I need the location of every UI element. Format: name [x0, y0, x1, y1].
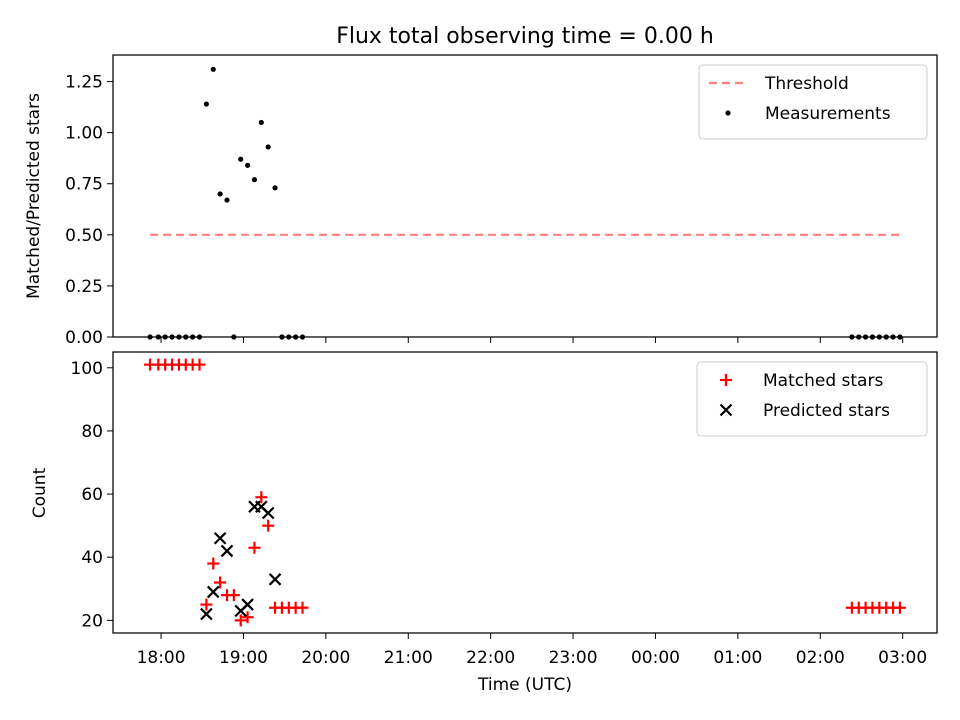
- measurements-point: [244, 162, 251, 168]
- matched-stars-point: [200, 598, 213, 611]
- matched-stars-point: [241, 611, 254, 624]
- y-tick-label: 0.50: [65, 226, 103, 246]
- legend-swatch-measurements: [725, 110, 731, 116]
- measurements-point: [210, 66, 216, 72]
- legend-swatch-matched-stars: [720, 374, 732, 386]
- ratio-axes: 0.00 0.25 0.50 0.75 1.00 1.25 Matched/Predict…: [24, 54, 938, 348]
- x-tick-label: 19:00: [219, 648, 268, 668]
- measurements-point: [272, 185, 278, 191]
- x-tick-label: 00:00: [631, 648, 680, 668]
- y-tick-label: 0.75: [65, 175, 103, 195]
- count-axes: 20 40 60 80 100 18:00 19:00 20:00 21:00 22:00 23:…: [30, 351, 938, 695]
- count-legend: Matched stars Predicted stars: [696, 361, 928, 437]
- matched-stars-point: [296, 601, 309, 614]
- predicted-stars-point-b: [255, 500, 268, 513]
- ratio-y-axis-label: Matched/Predicted stars: [24, 93, 44, 299]
- x-tick-label: 02:00: [796, 648, 845, 668]
- x-tick-label: 20:00: [301, 648, 350, 668]
- matched-stars-point: [255, 491, 268, 504]
- count-y-ticks: 20 40 60 80 100: [71, 359, 113, 631]
- legend-box: [698, 64, 928, 140]
- measurements-point: [265, 144, 271, 150]
- measurements-point: [258, 119, 264, 126]
- measurements-point: [238, 156, 244, 162]
- y-tick-label: 80: [81, 422, 103, 442]
- measurements-point: [251, 177, 258, 183]
- legend-label: Predicted stars: [763, 401, 890, 421]
- ratio-legend: Threshold Measurements: [698, 64, 928, 140]
- x-tick-label: 01:00: [713, 648, 762, 668]
- matched-stars-point: [214, 576, 227, 589]
- predicted-stars-point-b: [206, 585, 220, 599]
- x-tick-label: 03:00: [878, 648, 927, 668]
- predicted-stars-point-b: [213, 532, 227, 545]
- predicted-stars-point-b: [261, 506, 275, 520]
- legend-swatch-predicted-stars: [719, 403, 733, 417]
- y-tick-label: 40: [81, 548, 103, 568]
- count-x-ticks: 18:00 19:00 20:00 21:00 22:00 23:00 00:00 01:00…: [137, 633, 927, 668]
- x-axis-label: Time (UTC): [477, 675, 572, 695]
- predicted-stars-point-b: [268, 573, 282, 586]
- predicted-stars-point-b: [241, 598, 254, 611]
- ratio-axes-frame: [112, 54, 938, 338]
- x-tick-label: 22:00: [466, 648, 515, 668]
- measurements-point: [217, 191, 223, 197]
- count-y-axis-label: Count: [30, 467, 50, 518]
- chart-title: Flux total observing time = 0.00 h: [336, 24, 714, 49]
- legend-label: Matched stars: [763, 371, 883, 391]
- matched-stars-point: [193, 358, 206, 371]
- matched-stars-point: [234, 614, 247, 627]
- legend-swatch-predicted-stars-b: [719, 403, 733, 417]
- predicted-stars-point: [241, 598, 254, 611]
- count-axes-frame: [112, 351, 938, 634]
- y-tick-label: 0.00: [65, 328, 103, 348]
- matched-stars-point: [893, 601, 906, 614]
- ratio-x-ticks: [160, 337, 904, 343]
- x-tick-label: 23:00: [549, 648, 598, 668]
- legend-label: Measurements: [765, 104, 891, 124]
- predicted-stars-point: [268, 573, 282, 586]
- ratio-y-ticks: 0.00 0.25 0.50 0.75 1.00 1.25: [65, 73, 113, 348]
- matched-stars-point: [227, 589, 240, 602]
- matched-stars-point: [262, 519, 275, 532]
- matched-stars-point: [248, 541, 261, 554]
- predicted-stars-point: [200, 607, 213, 621]
- legend-label: Threshold: [764, 74, 849, 94]
- predicted-stars-point: [213, 532, 227, 545]
- y-tick-label: 20: [81, 611, 103, 631]
- predicted-stars-point: [220, 544, 234, 558]
- y-tick-label: 60: [81, 485, 103, 505]
- count-plot-marks: [144, 358, 906, 627]
- predicted-stars-point: [206, 585, 220, 599]
- y-tick-label: 1.00: [65, 124, 103, 144]
- measurements-point: [203, 101, 209, 107]
- matched-stars-point: [207, 557, 220, 570]
- x-tick-label: 18:00: [137, 648, 186, 668]
- y-tick-label: 0.25: [65, 277, 103, 297]
- y-tick-label: 1.25: [65, 73, 103, 93]
- predicted-stars-point-b: [220, 544, 234, 558]
- y-tick-label: 100: [71, 359, 103, 379]
- predicted-stars-point-b: [200, 607, 213, 621]
- legend-box: [696, 361, 928, 437]
- predicted-stars-point: [261, 506, 275, 520]
- x-tick-label: 21:00: [384, 648, 433, 668]
- measurements-point: [224, 197, 230, 203]
